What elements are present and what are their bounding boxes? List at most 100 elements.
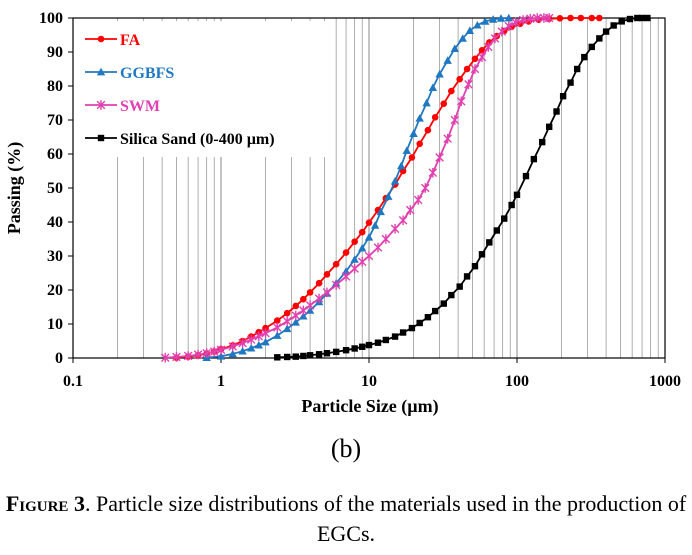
series-3-point bbox=[398, 215, 408, 226]
series-3-point bbox=[183, 351, 193, 361]
series-3-point bbox=[341, 271, 351, 282]
series-1-point bbox=[300, 295, 307, 303]
series-4-point bbox=[416, 319, 423, 327]
x-tick-label: 1000 bbox=[649, 373, 681, 390]
series-1-point bbox=[448, 87, 455, 95]
series-4-point bbox=[610, 22, 617, 29]
series-2-point bbox=[247, 343, 256, 352]
y-tick-label: 100 bbox=[39, 10, 63, 27]
series-1-point bbox=[463, 65, 471, 73]
y-tick-label: 40 bbox=[47, 214, 63, 231]
series-1-point bbox=[424, 126, 432, 134]
series-4-point bbox=[573, 65, 581, 73]
series-4-point bbox=[634, 14, 641, 22]
series-2-point bbox=[422, 98, 431, 107]
series-4-point bbox=[581, 53, 588, 61]
series-1-point bbox=[440, 100, 448, 107]
series-4-point bbox=[513, 191, 521, 198]
series-4-point bbox=[283, 353, 291, 361]
series-2-point bbox=[216, 352, 226, 360]
series-3-point bbox=[518, 15, 528, 25]
series-3-point bbox=[373, 242, 383, 253]
series-3-point bbox=[526, 13, 535, 24]
x-axis-title: Particle Size (µm) bbox=[301, 396, 438, 417]
series-2-point bbox=[390, 177, 400, 185]
series-1-point bbox=[315, 279, 323, 287]
axes: 0 10 20 30 40 50 60 70 80 90 100 0.1 1 10 100 1000 bbox=[39, 10, 681, 390]
legend-marker bbox=[96, 100, 106, 110]
x-tick-label: 100 bbox=[505, 373, 529, 390]
series-4-point bbox=[456, 283, 463, 290]
y-tick-label: 10 bbox=[47, 316, 63, 333]
series-2-point bbox=[273, 331, 282, 339]
series-3-point bbox=[216, 345, 226, 355]
series-1-point bbox=[577, 14, 585, 22]
series-3-point bbox=[428, 167, 438, 178]
series-4-point bbox=[431, 307, 439, 315]
series-2-point bbox=[228, 349, 237, 358]
series-4-point bbox=[359, 343, 366, 350]
series-2-point bbox=[481, 17, 490, 25]
series-1-point bbox=[471, 55, 479, 63]
series-1-point bbox=[306, 289, 314, 296]
series-1-point bbox=[431, 113, 439, 121]
series-2-point bbox=[402, 146, 411, 154]
figure-label: Figure 3 bbox=[5, 491, 85, 516]
legend-label: GGBFS bbox=[120, 65, 174, 82]
series-3-point bbox=[272, 322, 282, 333]
series-3-point bbox=[254, 331, 264, 342]
series-3-point bbox=[470, 64, 480, 74]
series-2-point bbox=[238, 347, 247, 355]
figure-caption: Figure 3. Particle size distributions of… bbox=[0, 489, 692, 549]
x-tick-label: 1 bbox=[217, 373, 225, 390]
series-1-point bbox=[588, 14, 596, 22]
series-2-point bbox=[415, 114, 424, 122]
series-3-point bbox=[202, 348, 211, 359]
series-3-point bbox=[450, 115, 460, 125]
series-group bbox=[160, 13, 651, 363]
series-2-point bbox=[504, 13, 513, 22]
series-2-point bbox=[428, 83, 438, 92]
legend-label: SWM bbox=[120, 98, 160, 115]
series-4-point bbox=[365, 341, 373, 349]
series-4-point bbox=[538, 138, 546, 146]
y-tick-label: 90 bbox=[47, 44, 63, 61]
series-4-point bbox=[530, 155, 538, 163]
series-2-point bbox=[409, 129, 418, 137]
series-4-point bbox=[323, 350, 331, 357]
series-1-point bbox=[292, 302, 300, 310]
series-2-point bbox=[488, 15, 498, 23]
series-4-point bbox=[440, 300, 447, 307]
series-1-point bbox=[351, 238, 358, 246]
series-2-point bbox=[350, 255, 359, 263]
series-3-point bbox=[544, 13, 554, 23]
series-3-point bbox=[322, 287, 332, 298]
y-tick-label: 0 bbox=[55, 350, 63, 367]
y-tick-label: 20 bbox=[47, 282, 63, 299]
series-1-point bbox=[365, 219, 373, 226]
caption-text: . Particle size distributions of the mat… bbox=[84, 491, 687, 546]
series-4-point bbox=[493, 227, 500, 234]
series-4-point bbox=[588, 43, 595, 51]
series-2-point bbox=[358, 243, 367, 252]
series-3-point bbox=[364, 251, 374, 261]
series-3-point bbox=[172, 352, 181, 362]
series-2-point bbox=[291, 318, 300, 326]
legend-label: FA bbox=[120, 32, 141, 49]
series-3-point bbox=[331, 280, 341, 290]
series-2-point bbox=[496, 14, 506, 22]
series-1-point bbox=[323, 271, 331, 278]
series-3-point bbox=[350, 263, 359, 274]
series-2-point bbox=[370, 221, 380, 229]
y-tick-label: 60 bbox=[47, 146, 63, 163]
series-4-point bbox=[522, 172, 530, 180]
series-4-point bbox=[545, 123, 553, 130]
series-4-point bbox=[596, 35, 603, 42]
series-2-point bbox=[364, 233, 374, 241]
series-2-point bbox=[282, 324, 292, 333]
legend-label: Silica Sand (0-400 µm) bbox=[120, 131, 275, 148]
series-4-point bbox=[408, 324, 416, 332]
series-3-point bbox=[193, 349, 203, 360]
series-3-point bbox=[532, 13, 542, 23]
series-3-point bbox=[497, 26, 507, 37]
